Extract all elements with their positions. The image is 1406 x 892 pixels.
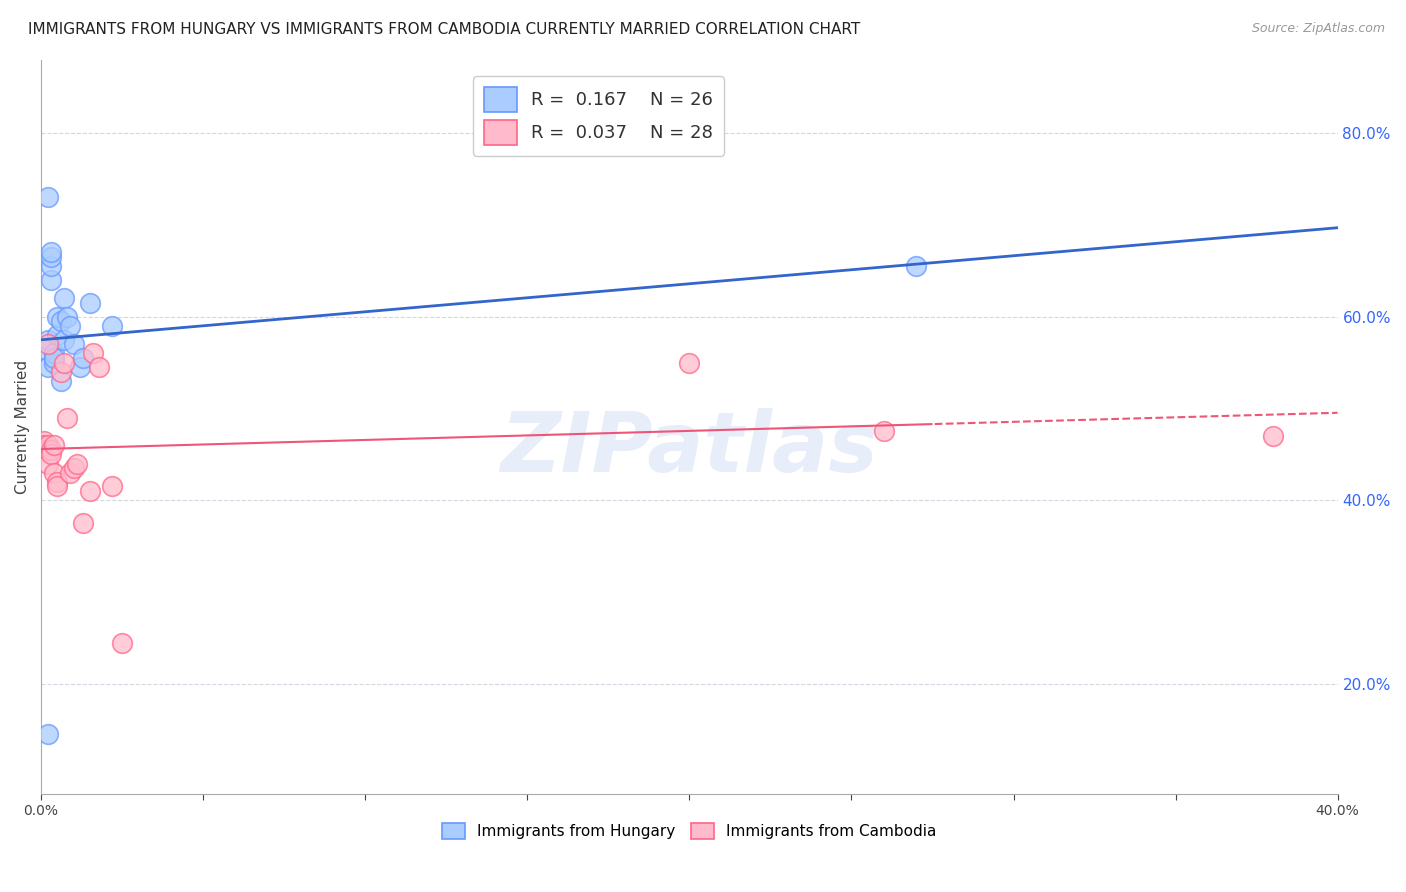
Point xyxy=(37,360,59,375)
Y-axis label: Currently Married: Currently Married xyxy=(15,359,30,494)
Point xyxy=(52,355,75,369)
Point xyxy=(34,434,56,448)
Point xyxy=(66,457,89,471)
Point xyxy=(42,355,65,369)
Point xyxy=(1261,429,1284,443)
Point xyxy=(46,310,69,324)
Point xyxy=(42,438,65,452)
Point xyxy=(678,355,700,369)
Legend: Immigrants from Hungary, Immigrants from Cambodia: Immigrants from Hungary, Immigrants from… xyxy=(436,817,942,845)
Point xyxy=(52,333,75,347)
Point xyxy=(905,259,928,273)
Point xyxy=(72,516,94,531)
Point xyxy=(39,245,62,260)
Point xyxy=(46,475,69,489)
Point xyxy=(49,314,72,328)
Point xyxy=(39,250,62,264)
Point xyxy=(37,438,59,452)
Point xyxy=(42,346,65,360)
Point xyxy=(49,374,72,388)
Point xyxy=(56,310,79,324)
Point xyxy=(69,360,91,375)
Point xyxy=(89,360,111,375)
Point xyxy=(46,328,69,343)
Text: IMMIGRANTS FROM HUNGARY VS IMMIGRANTS FROM CAMBODIA CURRENTLY MARRIED CORRELATIO: IMMIGRANTS FROM HUNGARY VS IMMIGRANTS FR… xyxy=(28,22,860,37)
Point xyxy=(59,318,82,333)
Point xyxy=(62,461,84,475)
Point xyxy=(56,410,79,425)
Point xyxy=(39,273,62,287)
Point xyxy=(37,442,59,457)
Text: ZIPatlas: ZIPatlas xyxy=(501,409,879,490)
Point xyxy=(37,337,59,351)
Point xyxy=(49,365,72,379)
Text: Source: ZipAtlas.com: Source: ZipAtlas.com xyxy=(1251,22,1385,36)
Point xyxy=(42,351,65,365)
Point xyxy=(101,479,124,493)
Point xyxy=(37,333,59,347)
Point xyxy=(79,484,101,499)
Point xyxy=(101,318,124,333)
Point xyxy=(34,342,56,356)
Point xyxy=(59,466,82,480)
Point xyxy=(39,447,62,461)
Point xyxy=(37,190,59,204)
Point xyxy=(52,291,75,305)
Point xyxy=(62,337,84,351)
Point xyxy=(39,259,62,273)
Point xyxy=(42,466,65,480)
Point xyxy=(39,442,62,457)
Point xyxy=(79,296,101,310)
Point xyxy=(82,346,104,360)
Point xyxy=(873,425,896,439)
Point xyxy=(34,438,56,452)
Point xyxy=(111,635,134,649)
Point xyxy=(72,351,94,365)
Point xyxy=(34,442,56,457)
Point xyxy=(37,457,59,471)
Point xyxy=(37,727,59,741)
Point xyxy=(46,479,69,493)
